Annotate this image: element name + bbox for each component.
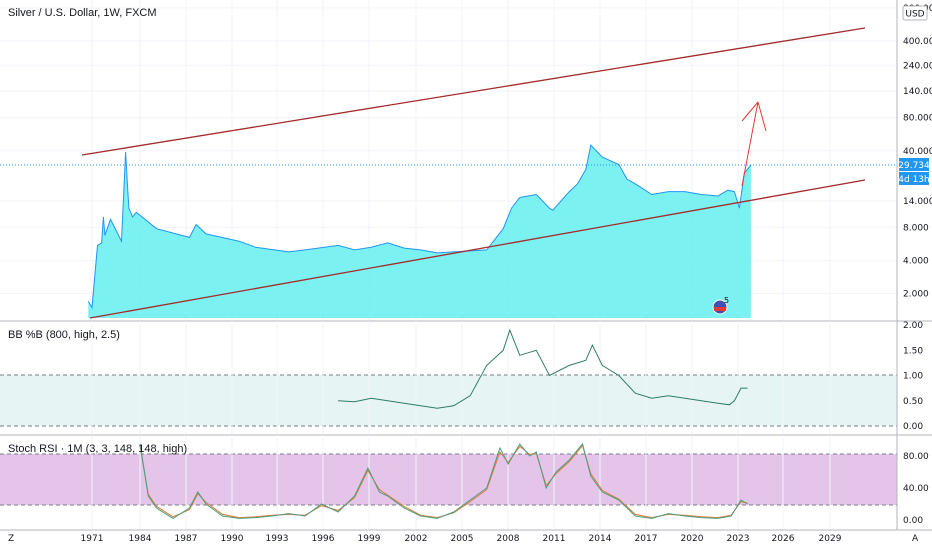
x-tick-label: 2026 [772,534,795,544]
x-tick-label: 1984 [129,534,152,544]
price-area [88,145,751,318]
stoch-d-line [139,444,748,519]
flag-stripe-icon [714,307,726,311]
x-tick-label: 2002 [405,534,428,544]
stoch-band [0,454,897,505]
price-pane[interactable]: Silver / U.S. Dollar, 1W, FXCM 5 [0,0,897,321]
right-price-axis[interactable]: 800.000400.000240.000140.00080.00040.000… [896,0,932,530]
bb-tick-label: 1.00 [903,372,923,382]
x-tick-label: 1999 [358,534,381,544]
x-tick-label: 2017 [635,534,658,544]
x-tick-label: 2020 [681,534,704,544]
event-count: 5 [724,296,729,305]
x-tick-label: 2008 [497,534,520,544]
stoch-tick-label: 80.00 [903,452,929,462]
x-tick-label: 2011 [543,534,566,544]
countdown-value: 4d 13h [898,175,929,185]
last-price-label: 29.734 4d 13h [898,158,930,185]
bb-tick-label: 0.00 [903,422,923,432]
auto-scale-button[interactable]: A [912,534,919,544]
price-tick-label: 8.000 [903,224,929,234]
price-tick-label: 4.000 [903,257,929,267]
currency-badge[interactable]: USD [902,5,928,21]
bb-pane-title: BB %B (800, high, 2.5) [8,329,120,341]
x-tick-label: 1971 [81,534,104,544]
stoch-grid [91,435,831,530]
x-tick-label: 2029 [819,534,842,544]
price-tick-label: 14.000 [903,197,932,207]
x-tick-label: 1987 [175,534,198,544]
event-badge[interactable]: 5 [712,296,729,315]
time-axis[interactable]: 1971 1984 1987 1990 1993 1996 1999 2002 2005 2008… [0,529,932,544]
bb-pane[interactable]: BB %B (800, high, 2.5) [0,320,932,435]
forecast-arrow-head[interactable] [757,101,767,132]
price-tick-label: 240.000 [903,61,932,71]
price-tick-label: 40.000 [903,147,932,157]
price-pane-title: Silver / U.S. Dollar, 1W, FXCM [8,7,157,19]
price-tick-label: 80.000 [903,114,932,124]
last-price-value: 29.734 [898,161,930,171]
zoom-reset-button[interactable]: Z [8,534,14,544]
price-line [87,144,752,309]
upper-trend-line[interactable] [81,27,866,156]
stoch-pane-title: Stoch RSI · 1M (3, 3, 148, 148, high) [8,443,187,455]
stoch-k-line [139,442,748,519]
forecast-arrow-shaft-1[interactable] [741,101,759,187]
x-tick-label: 1993 [266,534,289,544]
currency-badge-bg [902,5,928,21]
bb-tick-label: 1.50 [903,346,923,356]
x-ticks: 1971 1984 1987 1990 1993 1996 1999 2002 2005 2008… [81,534,842,544]
x-tick-label: 2023 [727,534,750,544]
stoch-tick-label: 40.00 [903,484,929,494]
x-tick-label: 1990 [221,534,244,544]
bb-tick-label: 2.00 [903,321,923,331]
countdown-bg [899,172,929,185]
stoch-pane[interactable]: Stoch RSI · 1M (3, 3, 148, 148, high) [0,434,932,530]
lower-trend-line[interactable] [89,179,866,319]
bb-tick-label: 0.50 [903,397,923,407]
stoch-ticks: 80.00 40.00 0.00 [903,452,929,526]
x-tick-label: 2005 [451,534,474,544]
x-tick-label: 1996 [312,534,335,544]
price-ticks: 800.000400.000240.000140.00080.00040.000… [903,4,932,300]
currency-badge-text: USD [905,10,924,20]
price-tick-label: 400.000 [903,37,932,47]
bb-grid [91,321,831,435]
bb-band [0,375,897,426]
price-tick-label: 2.000 [903,290,929,300]
forecast-arrow-shaft-2[interactable] [741,101,759,122]
stoch-tick-label: 0.00 [903,516,923,526]
x-tick-label: 2014 [589,534,612,544]
bb-ticks: 2.00 1.50 1.00 0.50 0.00 [903,321,923,432]
bb-line [338,328,748,409]
price-tick-label: 140.000 [903,87,932,97]
last-price-label-bg [899,158,929,171]
